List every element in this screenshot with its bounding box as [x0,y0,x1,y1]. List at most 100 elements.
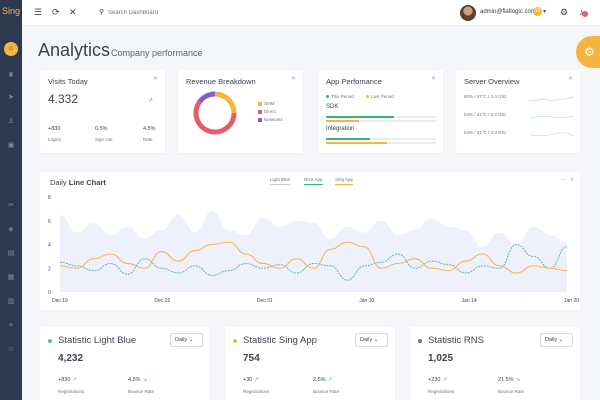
legend-this-period: This Period [326,94,354,99]
period-label: Daily [175,337,188,343]
sidebar-item-trophy[interactable]: ♜ [0,72,22,80]
legend-smm: SMM [258,101,275,106]
revenue-donut-chart [193,91,237,135]
period-select[interactable]: Daily ⌄ [540,333,573,347]
registrations-label: Registrations [58,389,85,394]
logins-label: Logins [48,137,62,142]
grid-icon: ▦ [7,274,15,281]
statistic-light-blue-card: Statistic Light Blue Daily ⌄ 4,232 +830 ↗… [40,327,210,400]
y-tick-label: 6 [48,219,51,225]
legend-swatch [258,117,262,122]
legend-swatch [258,101,262,106]
daily-line-chart-card: Daily Line Chart Light Blue RNS App Sing… [40,172,580,310]
legend-swatch [258,109,262,114]
sidebar-item-home[interactable]: ⌂ [4,42,18,56]
bounce-rate-value: 2.5% ↗ [313,377,332,383]
sidebar: Sing ⌂ ♜ ➤ ♙ ▣ ✂ ◈ ▤ ▦ ▥ ≡ ☆ [0,0,22,400]
theme-settings-button[interactable]: ⚙ [576,36,600,68]
stat-title: Statistic RNS [428,335,484,346]
signout-value: 0.5% [95,126,108,132]
sidebar-item-tools[interactable]: ✂ [0,202,22,210]
user-email[interactable]: admin@flatlogic.com [480,9,536,15]
sidebar-item-chart[interactable]: ▤ [0,250,22,258]
app-logo[interactable]: Sing [1,6,20,16]
server-sparkline-3 [530,132,574,137]
sidebar-item-send[interactable]: ➤ [0,94,22,102]
series-line-rns-app [59,243,568,281]
sidebar-item-layers[interactable]: ◈ [0,226,22,234]
x-tick-label: Jan 10 [359,298,374,304]
close-icon[interactable]: ✕ [430,76,436,82]
legend-dot [326,95,329,99]
period-select[interactable]: Daily ⌄ [170,333,203,347]
sidebar-item-box[interactable]: ▣ [0,142,22,150]
server-sparkline-2 [530,115,574,119]
x-tick-label: Jan 14 [462,298,477,304]
legend-dot [366,95,369,99]
registrations-value: +30 ↗ [243,377,259,383]
home-icon: ⌂ [8,45,14,52]
trend-down-icon: ↘ [515,377,521,383]
server-row-3: 54% / 31°C / 3.3 Ghz [464,130,507,135]
sidebar-item-table[interactable]: ▥ [0,298,22,306]
close-icon[interactable]: ✕ [570,177,575,183]
close-icon[interactable]: ✕ [290,76,296,82]
search-icon: ⚲ [99,9,105,16]
legend-direct: Direct [258,109,276,114]
trend-up-icon: ↗ [72,377,77,383]
period-select[interactable]: Daily ⌄ [355,333,388,347]
star-icon: ☆ [7,346,15,353]
statistic-rns-card: Statistic RNS Daily ⌄ 1,025 +230 ↗ 21.5% ↘… [410,327,580,400]
chart-title: Daily Line Chart [50,178,106,187]
sidebar-item-grid[interactable]: ▦ [0,274,22,282]
stat-value: 754 [243,353,260,364]
legend-label: Light Blue [270,177,291,182]
daily-line-chart: 0 2 4 6 8 Dec 19 Dec 25 Dec 31 Jan 10 Jan 14 Jan 2… [48,195,579,304]
bounce-rate-value: 4.5% ↘ [128,377,147,383]
registrations-label: Registrations [428,389,455,394]
legend-rns-app[interactable]: RNS App [304,177,323,185]
server-sparkline-1 [530,96,574,102]
sdk-last-bar [326,120,436,122]
y-tick-label: 8 [48,195,51,201]
series-dot [233,339,237,343]
minimize-icon[interactable]: — [561,177,566,183]
series-line-sing-app [59,241,568,274]
legend-light-blue[interactable]: Light Blue [270,177,291,185]
avatar[interactable] [460,5,476,21]
legend-sing-app[interactable]: Sing App [335,177,354,185]
person-icon: ♙ [7,118,15,125]
layers-icon: ◈ [8,226,14,233]
send-icon: ➤ [8,94,14,101]
search-input[interactable] [108,7,238,19]
refresh-icon[interactable]: ⟳ [52,7,60,17]
trend-up-icon: ↗ [254,377,259,383]
stat-title: Statistic Light Blue [58,335,137,346]
bounce-rate-label: Bounce Rate [313,389,340,394]
stat-value: 1,025 [428,353,454,364]
integration-label: Integration [326,126,355,132]
notification-dot [582,11,588,17]
sidebar-item-star[interactable]: ☆ [0,346,22,354]
card-title: Server Overview [464,77,520,86]
menu-icon[interactable]: ☰ [34,7,43,17]
chart-icon: ▤ [7,250,15,257]
bell-icon[interactable]: ♪ [579,7,584,17]
close-icon[interactable]: ✕ [69,7,77,17]
trend-down-icon: ↘ [142,377,148,383]
chevron-down-icon[interactable]: ▾ [543,9,547,15]
sidebar-item-person[interactable]: ♙ [0,118,22,126]
sidebar-item-list[interactable]: ≡ [0,322,22,330]
period-label: Daily [360,337,373,343]
gear-icon: ⚙ [584,45,595,59]
statistic-sing-app-card: Statistic Sing App Daily ⌄ 754 +30 ↗ 2.5%… [225,327,395,400]
close-icon[interactable]: ✕ [567,76,573,82]
close-icon[interactable]: ✕ [152,76,158,82]
page-subtitle: Company performance [111,48,203,58]
donut-slice-networks [197,91,216,104]
registrations-label: Registrations [243,389,270,394]
server-row-2: 54% / 31°C / 3.3 Ghz [464,112,507,117]
trend-up-icon: ↗ [327,377,333,383]
value-text: 2.5% [313,377,326,383]
gear-icon[interactable]: ⚙ [560,7,569,17]
